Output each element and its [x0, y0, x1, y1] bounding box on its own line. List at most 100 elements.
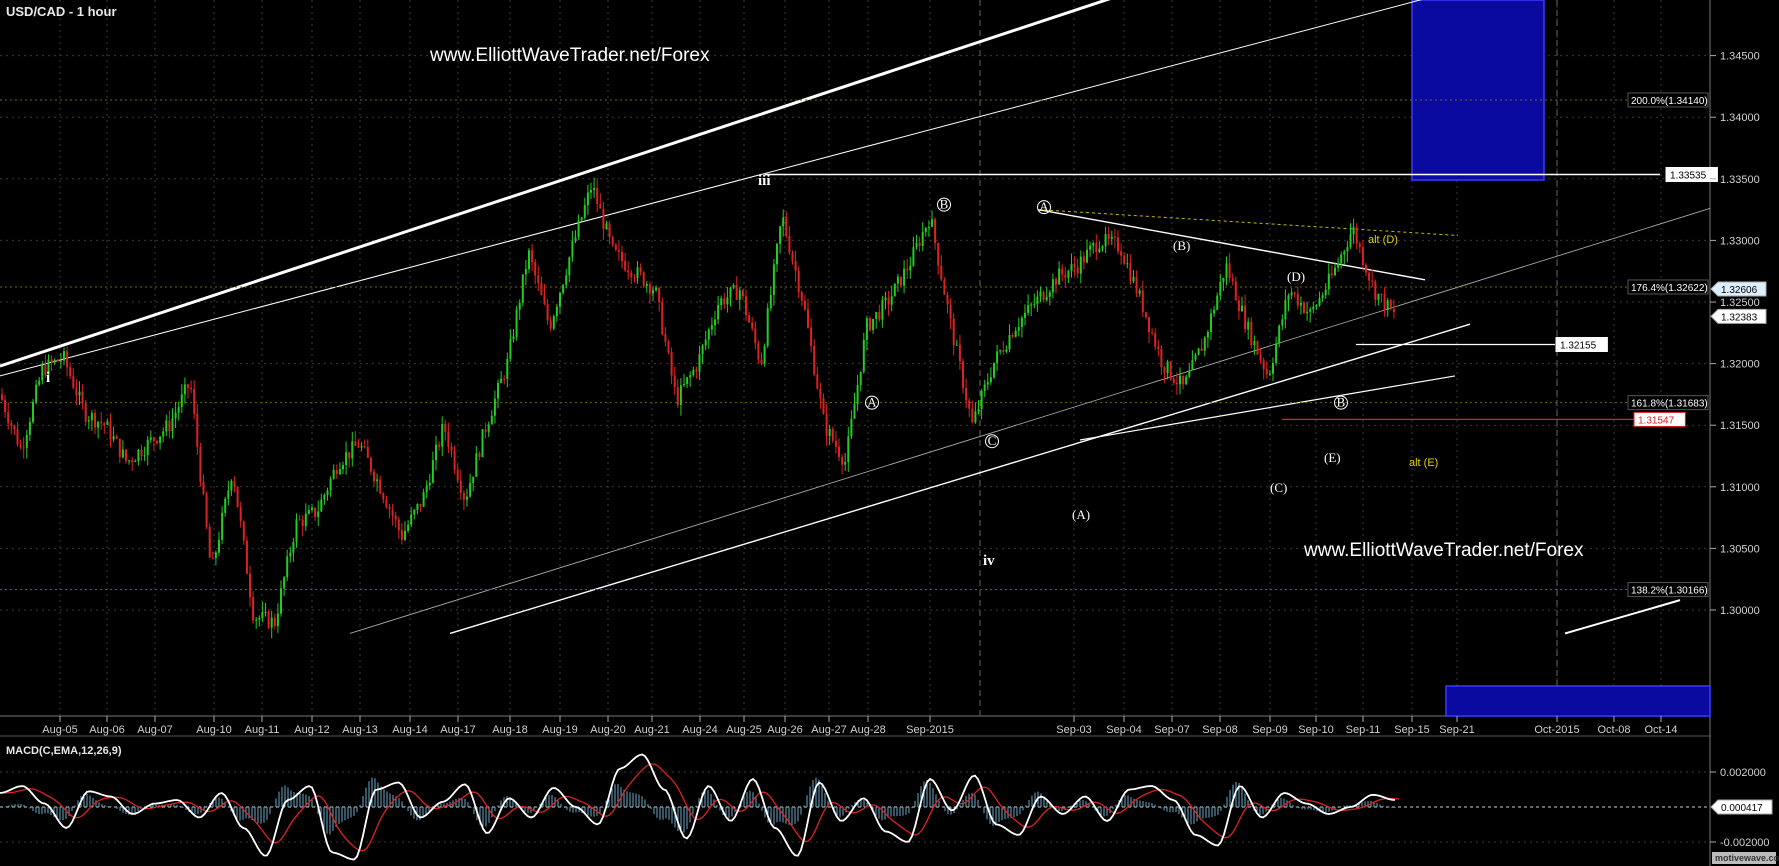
candle-body — [528, 250, 530, 270]
candle-body — [596, 187, 599, 204]
candle-body — [128, 460, 131, 462]
candle-body — [624, 261, 627, 271]
x-tick-label: Sep-09 — [1252, 724, 1287, 736]
y-tick-label: 1.30500 — [1720, 543, 1760, 555]
candle-body — [190, 387, 193, 390]
candle-body — [1055, 279, 1057, 285]
candle-body — [1203, 337, 1206, 351]
candle-body — [230, 480, 233, 491]
candle-body — [679, 385, 682, 405]
candle-body — [137, 449, 140, 462]
x-tick-label: Aug-19 — [542, 724, 577, 736]
candle-body — [621, 251, 623, 262]
candle-body — [456, 469, 459, 481]
x-tick-label: Aug-28 — [850, 724, 885, 736]
candle-body — [255, 619, 258, 621]
macd-y-tick-label: 0.002000 — [1720, 767, 1766, 779]
candle-body — [760, 359, 763, 364]
candle-body — [599, 203, 602, 209]
candle-body — [171, 418, 174, 432]
candle-body — [1024, 312, 1026, 318]
candle-body — [78, 391, 81, 396]
candle-body — [475, 453, 478, 477]
candle-body — [416, 504, 419, 510]
candle-body — [394, 515, 397, 520]
candle-body — [1278, 325, 1281, 344]
candle-body — [425, 485, 428, 493]
candle-body — [614, 244, 617, 251]
candle-body — [797, 270, 800, 293]
candle-body — [1188, 370, 1191, 377]
candle-body — [348, 452, 351, 459]
candle-body — [410, 514, 413, 525]
candle-body — [710, 325, 713, 330]
candle-body — [1048, 292, 1051, 297]
candle-body — [1172, 378, 1175, 383]
candle-body — [366, 446, 369, 458]
candle-body — [156, 440, 158, 443]
candle-body — [1380, 294, 1383, 296]
candle-body — [357, 445, 360, 448]
x-tick-label: Aug-24 — [682, 724, 717, 736]
candle-body — [1374, 281, 1377, 300]
candle-body — [989, 377, 992, 383]
candle-body — [199, 446, 202, 482]
candle-body — [918, 243, 921, 247]
candle-body — [568, 257, 571, 276]
wave-label-alt-D: alt (D) — [1368, 234, 1398, 246]
candle-body — [413, 509, 416, 515]
candle-body — [1293, 292, 1296, 294]
label-132155: 1.32155 — [1560, 341, 1597, 352]
candle-body — [1033, 304, 1036, 306]
wave-label-paren-B: (B) — [1173, 238, 1190, 253]
candle-body — [887, 297, 890, 305]
candle-body — [738, 290, 741, 300]
x-tick-label: Oct-08 — [1597, 724, 1630, 736]
candle-body — [1169, 361, 1172, 379]
candle-body — [1389, 300, 1392, 309]
candle-body — [1027, 305, 1030, 313]
candle-body — [692, 369, 695, 375]
candle-body — [134, 461, 137, 463]
candle-body — [1082, 256, 1085, 263]
candle-body — [87, 420, 90, 422]
fib-label-200: 200.0%(1.34140) — [1631, 96, 1708, 107]
candle-body — [1361, 246, 1364, 265]
candle-body — [205, 493, 208, 527]
candle-body — [986, 382, 989, 385]
target-box-upper — [1411, 0, 1545, 181]
candle-body — [741, 290, 744, 297]
wave-circle-C-3 — [985, 434, 999, 449]
candle-body — [1005, 349, 1008, 352]
candle-body — [338, 469, 341, 475]
candle-body — [1213, 309, 1216, 314]
candle-body — [428, 482, 431, 486]
candle-body — [131, 460, 134, 463]
candle-body — [422, 492, 425, 507]
candle-body — [946, 294, 949, 305]
x-tick-label: Aug-13 — [342, 724, 377, 736]
candle-body — [763, 345, 766, 364]
candle-body — [1222, 277, 1225, 282]
candle-body — [1179, 375, 1181, 385]
candle-body — [924, 227, 927, 232]
candle-body — [1340, 254, 1343, 264]
candle-body — [934, 219, 937, 244]
candle-body — [611, 237, 614, 245]
candle-body — [1064, 274, 1067, 278]
candle-body — [927, 226, 930, 228]
candle-body — [345, 452, 348, 466]
candle-body — [81, 391, 84, 404]
candle-body — [391, 509, 394, 516]
x-tick-label: Sep-04 — [1106, 724, 1141, 736]
candle-body — [518, 302, 521, 310]
candle-body — [1138, 290, 1141, 294]
candle-body — [143, 455, 146, 457]
candle-body — [909, 265, 912, 271]
candle-body — [524, 269, 527, 275]
candle-body — [329, 478, 332, 491]
candle-body — [472, 476, 475, 484]
y-tick-label: 1.32500 — [1720, 297, 1760, 309]
candle-body — [931, 219, 933, 227]
candle-body — [1036, 296, 1039, 305]
